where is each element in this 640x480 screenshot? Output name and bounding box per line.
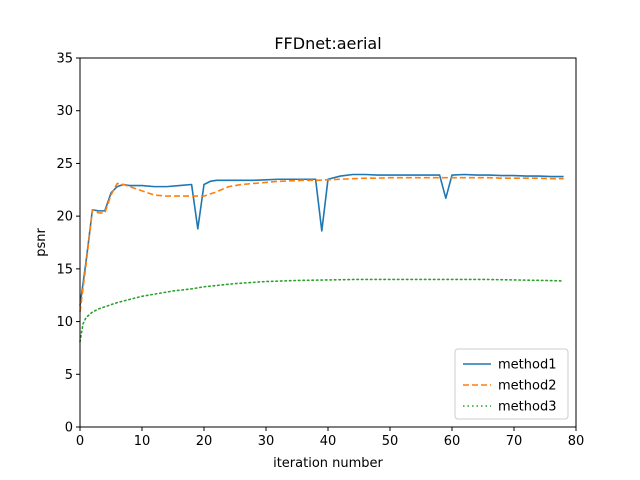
x-tick-label: 60 (444, 434, 461, 449)
x-tick-label: 70 (506, 434, 523, 449)
x-tick-label: 10 (134, 434, 151, 449)
y-tick-label: 25 (56, 157, 73, 172)
y-axis: 0 5 10 15 20 25 30 35 (56, 52, 80, 436)
legend: method1 method2 method3 (454, 348, 569, 420)
x-axis: 0 10 20 30 40 50 60 70 80 (76, 427, 584, 449)
legend-label-method2: method2 (498, 379, 556, 394)
y-tick-label: 5 (65, 368, 73, 383)
x-tick-label: 30 (258, 434, 275, 449)
x-tick-label: 0 (76, 434, 84, 449)
chart-title: FFDnet:aerial (274, 34, 381, 53)
x-axis-title: iteration number (273, 456, 383, 471)
y-tick-label: 35 (56, 52, 73, 67)
y-tick-label: 30 (56, 104, 73, 119)
y-tick-label: 10 (56, 315, 73, 330)
series-group (79, 173, 565, 343)
y-tick-label: 20 (56, 210, 73, 225)
series-line-method3 (79, 278, 565, 343)
legend-box (454, 348, 569, 420)
y-tick-label: 15 (56, 262, 73, 277)
x-tick-label: 40 (320, 434, 337, 449)
series-line-method1 (79, 173, 564, 306)
y-tick-label: 0 (65, 421, 73, 436)
legend-label-method3: method3 (498, 400, 556, 415)
x-tick-label: 20 (196, 434, 213, 449)
series-line-method2 (79, 176, 564, 313)
legend-label-method1: method1 (498, 358, 556, 373)
x-tick-label: 80 (568, 434, 585, 449)
y-axis-title: psnr (34, 228, 49, 257)
x-tick-label: 50 (382, 434, 399, 449)
